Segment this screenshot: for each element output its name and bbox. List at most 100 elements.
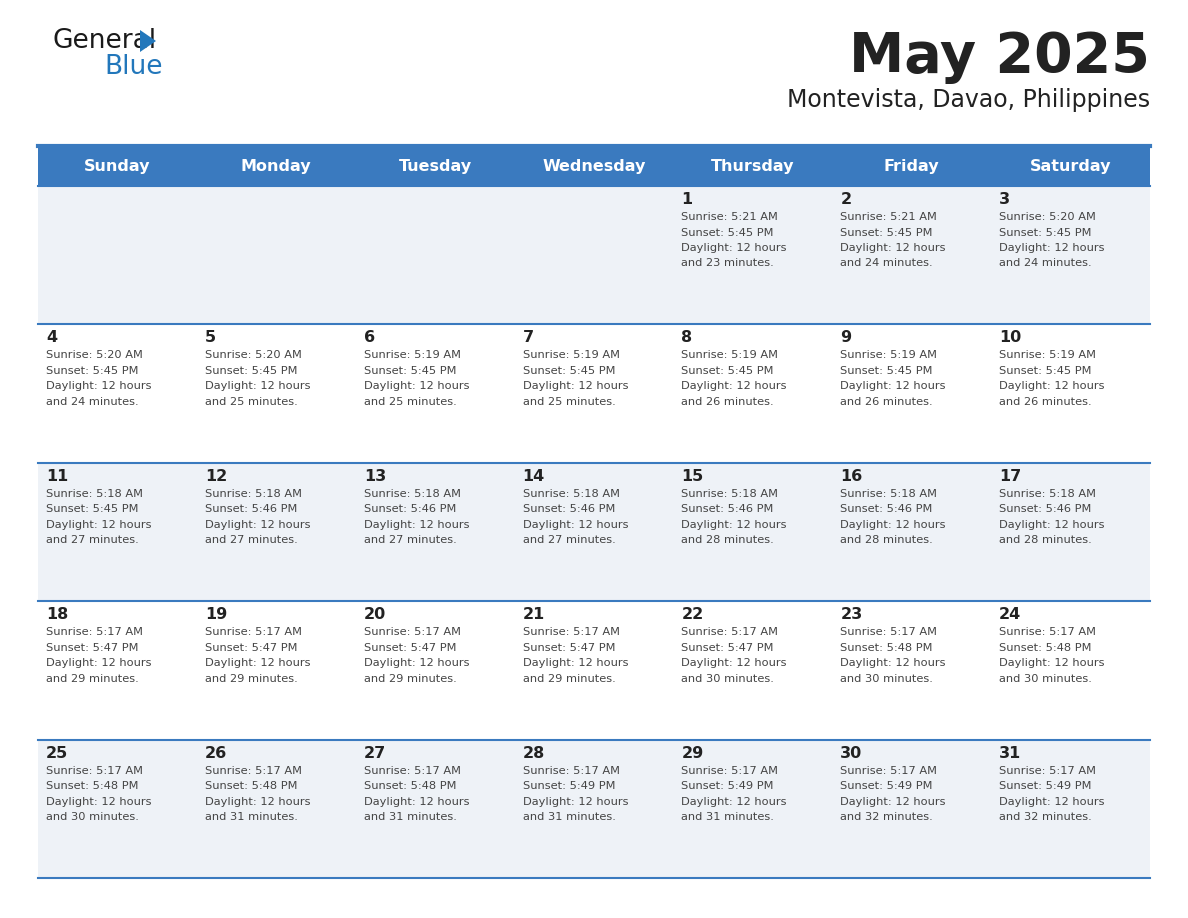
Text: 8: 8 <box>682 330 693 345</box>
Text: 31: 31 <box>999 745 1022 761</box>
Bar <box>38 324 1150 463</box>
Text: and 28 minutes.: and 28 minutes. <box>999 535 1092 545</box>
Text: 30: 30 <box>840 745 862 761</box>
Text: and 28 minutes.: and 28 minutes. <box>840 535 933 545</box>
Text: and 29 minutes.: and 29 minutes. <box>46 674 139 684</box>
Text: Sunrise: 5:18 AM: Sunrise: 5:18 AM <box>840 488 937 498</box>
Text: May 2025: May 2025 <box>849 30 1150 84</box>
Text: Sunset: 5:46 PM: Sunset: 5:46 PM <box>204 504 297 514</box>
Text: Sunset: 5:45 PM: Sunset: 5:45 PM <box>682 366 773 375</box>
Text: Sunrise: 5:20 AM: Sunrise: 5:20 AM <box>46 351 143 361</box>
Text: Sunrise: 5:18 AM: Sunrise: 5:18 AM <box>682 488 778 498</box>
Text: Saturday: Saturday <box>1030 160 1111 174</box>
Text: 27: 27 <box>364 745 386 761</box>
Text: Sunset: 5:48 PM: Sunset: 5:48 PM <box>840 643 933 653</box>
Text: and 23 minutes.: and 23 minutes. <box>682 259 775 268</box>
Text: and 26 minutes.: and 26 minutes. <box>999 397 1092 407</box>
Text: 4: 4 <box>46 330 57 345</box>
Text: Daylight: 12 hours: Daylight: 12 hours <box>682 381 786 391</box>
Text: Sunset: 5:47 PM: Sunset: 5:47 PM <box>523 643 615 653</box>
Text: Sunset: 5:49 PM: Sunset: 5:49 PM <box>682 781 773 791</box>
Text: Sunset: 5:48 PM: Sunset: 5:48 PM <box>204 781 297 791</box>
Bar <box>38 186 1150 324</box>
Text: and 24 minutes.: and 24 minutes. <box>840 259 933 268</box>
Text: Sunrise: 5:19 AM: Sunrise: 5:19 AM <box>523 351 620 361</box>
Text: Sunset: 5:49 PM: Sunset: 5:49 PM <box>840 781 933 791</box>
Text: Daylight: 12 hours: Daylight: 12 hours <box>364 381 469 391</box>
Text: and 30 minutes.: and 30 minutes. <box>46 812 139 823</box>
Text: Sunset: 5:48 PM: Sunset: 5:48 PM <box>46 781 139 791</box>
Text: Sunset: 5:45 PM: Sunset: 5:45 PM <box>46 366 139 375</box>
Text: and 25 minutes.: and 25 minutes. <box>364 397 456 407</box>
Text: Daylight: 12 hours: Daylight: 12 hours <box>999 243 1105 253</box>
Text: 7: 7 <box>523 330 533 345</box>
Text: Daylight: 12 hours: Daylight: 12 hours <box>204 797 310 807</box>
Text: 25: 25 <box>46 745 68 761</box>
Text: Daylight: 12 hours: Daylight: 12 hours <box>682 797 786 807</box>
Text: Sunset: 5:46 PM: Sunset: 5:46 PM <box>840 504 933 514</box>
Text: Sunrise: 5:21 AM: Sunrise: 5:21 AM <box>840 212 937 222</box>
Text: and 30 minutes.: and 30 minutes. <box>682 674 775 684</box>
Text: Daylight: 12 hours: Daylight: 12 hours <box>46 520 152 530</box>
Text: Sunrise: 5:18 AM: Sunrise: 5:18 AM <box>364 488 461 498</box>
Text: Sunrise: 5:17 AM: Sunrise: 5:17 AM <box>364 627 461 637</box>
Text: Montevista, Davao, Philippines: Montevista, Davao, Philippines <box>786 88 1150 112</box>
Text: Sunday: Sunday <box>84 160 151 174</box>
Text: Daylight: 12 hours: Daylight: 12 hours <box>364 797 469 807</box>
Text: Sunrise: 5:17 AM: Sunrise: 5:17 AM <box>364 766 461 776</box>
Bar <box>38 601 1150 740</box>
Text: 18: 18 <box>46 607 68 622</box>
Text: and 31 minutes.: and 31 minutes. <box>682 812 775 823</box>
Text: Daylight: 12 hours: Daylight: 12 hours <box>682 658 786 668</box>
Text: Daylight: 12 hours: Daylight: 12 hours <box>204 658 310 668</box>
Text: 29: 29 <box>682 745 703 761</box>
Text: Sunrise: 5:19 AM: Sunrise: 5:19 AM <box>840 351 937 361</box>
Text: Sunrise: 5:17 AM: Sunrise: 5:17 AM <box>682 627 778 637</box>
Text: 15: 15 <box>682 469 703 484</box>
Text: Daylight: 12 hours: Daylight: 12 hours <box>840 381 946 391</box>
Bar <box>38 463 1150 601</box>
Text: 23: 23 <box>840 607 862 622</box>
Text: General: General <box>52 28 156 54</box>
Text: 9: 9 <box>840 330 852 345</box>
Text: Sunrise: 5:17 AM: Sunrise: 5:17 AM <box>999 627 1097 637</box>
Text: Sunset: 5:47 PM: Sunset: 5:47 PM <box>682 643 773 653</box>
Text: Sunrise: 5:18 AM: Sunrise: 5:18 AM <box>46 488 143 498</box>
Text: Tuesday: Tuesday <box>399 160 472 174</box>
Text: and 27 minutes.: and 27 minutes. <box>364 535 456 545</box>
Text: and 26 minutes.: and 26 minutes. <box>840 397 933 407</box>
Text: Daylight: 12 hours: Daylight: 12 hours <box>999 520 1105 530</box>
Text: Sunrise: 5:17 AM: Sunrise: 5:17 AM <box>204 627 302 637</box>
Text: and 24 minutes.: and 24 minutes. <box>46 397 139 407</box>
Text: 21: 21 <box>523 607 545 622</box>
Text: Sunrise: 5:20 AM: Sunrise: 5:20 AM <box>204 351 302 361</box>
Text: and 25 minutes.: and 25 minutes. <box>204 397 298 407</box>
Text: 5: 5 <box>204 330 216 345</box>
Text: and 29 minutes.: and 29 minutes. <box>364 674 456 684</box>
Text: Sunrise: 5:17 AM: Sunrise: 5:17 AM <box>840 766 937 776</box>
Text: and 30 minutes.: and 30 minutes. <box>840 674 933 684</box>
Text: 11: 11 <box>46 469 68 484</box>
Bar <box>38 148 1150 186</box>
Text: Sunrise: 5:17 AM: Sunrise: 5:17 AM <box>46 766 143 776</box>
Text: Daylight: 12 hours: Daylight: 12 hours <box>999 658 1105 668</box>
Text: Daylight: 12 hours: Daylight: 12 hours <box>364 520 469 530</box>
Text: Sunset: 5:46 PM: Sunset: 5:46 PM <box>523 504 615 514</box>
Text: Sunset: 5:45 PM: Sunset: 5:45 PM <box>523 366 615 375</box>
Text: and 31 minutes.: and 31 minutes. <box>364 812 456 823</box>
Text: Sunset: 5:46 PM: Sunset: 5:46 PM <box>364 504 456 514</box>
Text: Monday: Monday <box>241 160 311 174</box>
Text: Sunrise: 5:17 AM: Sunrise: 5:17 AM <box>523 627 620 637</box>
Text: Daylight: 12 hours: Daylight: 12 hours <box>46 797 152 807</box>
Text: 22: 22 <box>682 607 703 622</box>
Text: Daylight: 12 hours: Daylight: 12 hours <box>682 520 786 530</box>
Text: Sunset: 5:45 PM: Sunset: 5:45 PM <box>682 228 773 238</box>
Text: Daylight: 12 hours: Daylight: 12 hours <box>364 658 469 668</box>
Text: and 32 minutes.: and 32 minutes. <box>840 812 933 823</box>
Text: Sunrise: 5:19 AM: Sunrise: 5:19 AM <box>682 351 778 361</box>
Text: Sunrise: 5:18 AM: Sunrise: 5:18 AM <box>999 488 1097 498</box>
Text: 26: 26 <box>204 745 227 761</box>
Text: Sunset: 5:47 PM: Sunset: 5:47 PM <box>204 643 297 653</box>
Text: and 27 minutes.: and 27 minutes. <box>523 535 615 545</box>
Text: Daylight: 12 hours: Daylight: 12 hours <box>999 797 1105 807</box>
